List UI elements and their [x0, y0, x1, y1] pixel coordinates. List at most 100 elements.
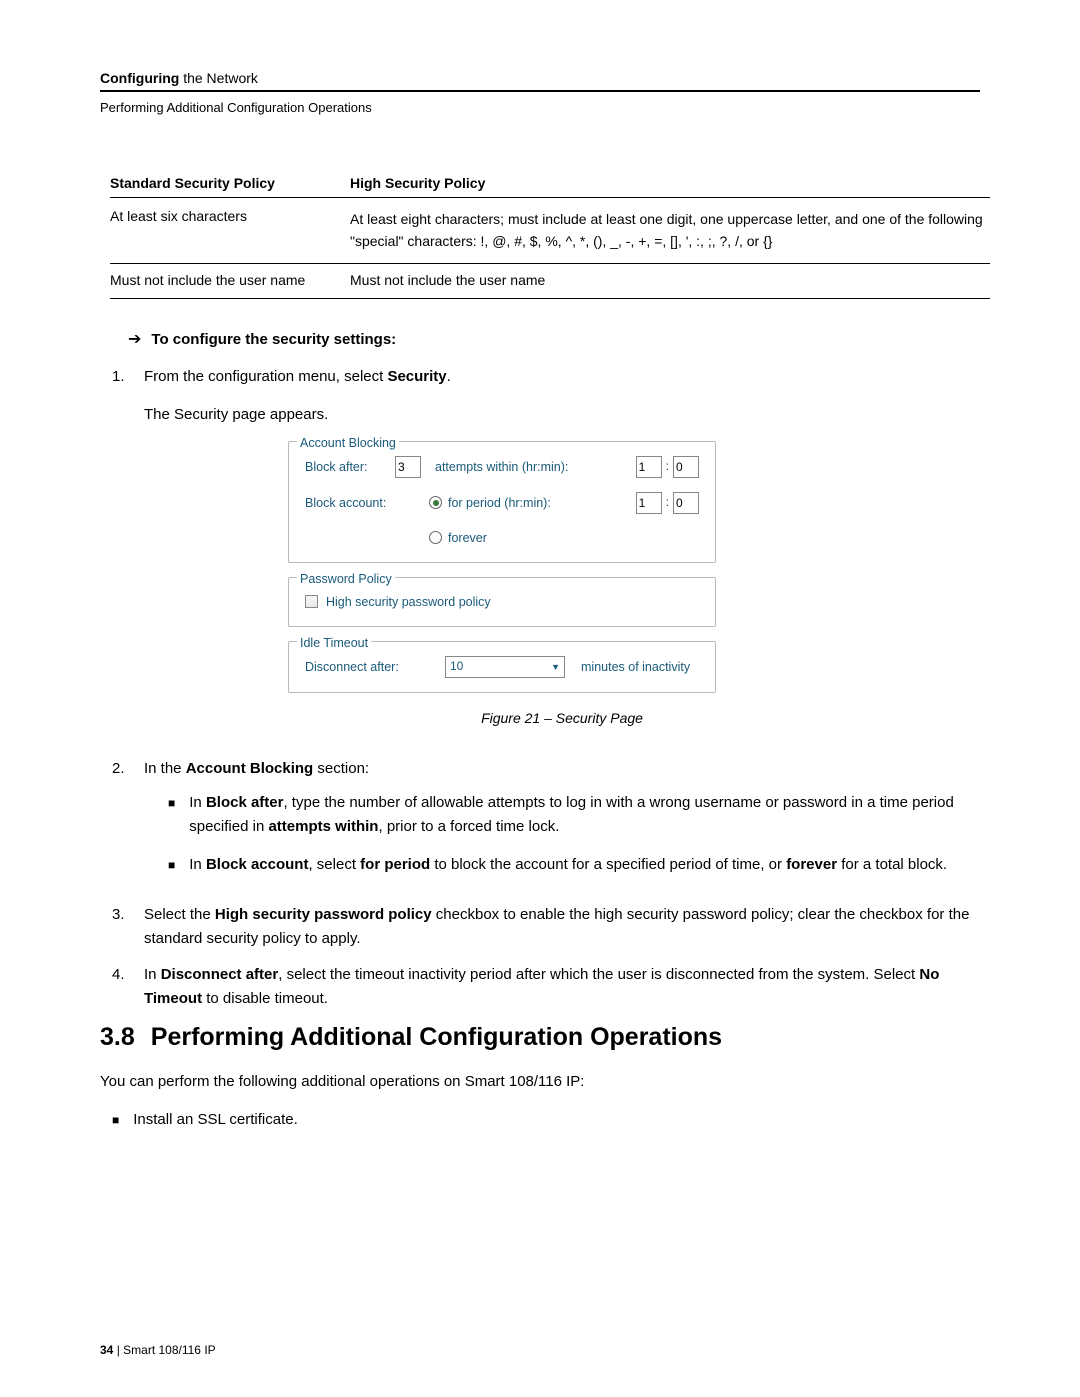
step-2-bullet-2: ■ In Block account, select for period to… — [168, 853, 980, 877]
step-1-text-b: Security — [387, 368, 446, 385]
minutes-inactivity-label: minutes of inactivity — [581, 657, 690, 677]
account-blocking-legend: Account Blocking — [297, 433, 399, 453]
s3-b: High security password policy — [215, 906, 432, 923]
idle-timeout-fieldset: Idle Timeout Disconnect after: 10 ▼ minu… — [288, 641, 716, 693]
page-footer: 34 | Smart 108/116 IP — [100, 1343, 216, 1357]
section-num: 3.8 — [100, 1023, 135, 1052]
bullet-icon: ■ — [168, 853, 175, 877]
idle-timeout-legend: Idle Timeout — [297, 633, 371, 653]
header-title: Configuring the Network — [100, 70, 980, 86]
s2b1-a: In — [189, 794, 206, 811]
s2b2-a: In — [189, 856, 206, 873]
procedure-text: To configure the security settings: — [151, 331, 396, 348]
figure-caption: Figure 21 – Security Page — [144, 707, 980, 729]
policy-col2-header: High Security Policy — [350, 175, 990, 191]
step-2-num: 2. — [112, 757, 130, 891]
footer-sep: | — [113, 1343, 123, 1357]
step-list: 1. From the configuration menu, select S… — [112, 365, 980, 1011]
step-3-body: Select the High security password policy… — [144, 903, 980, 951]
period-min-input[interactable] — [673, 492, 699, 514]
page-number: 34 — [100, 1343, 113, 1357]
step-3: 3. Select the High security password pol… — [112, 903, 980, 951]
policy-row1-col2: At least eight characters; must include … — [350, 208, 990, 253]
arrow-icon: ➔ — [128, 329, 141, 349]
block-after-input[interactable] — [395, 456, 421, 478]
for-period-radio[interactable] — [429, 496, 442, 509]
block-after-label: Block after: — [305, 457, 395, 477]
step-1-body: From the configuration menu, select Secu… — [144, 365, 980, 745]
disconnect-row: Disconnect after: 10 ▼ minutes of inacti… — [305, 656, 699, 678]
policy-row2-col2: Must not include the user name — [350, 272, 990, 288]
section-title: Performing Additional Configuration Oper… — [151, 1023, 722, 1052]
section-bullet-1: ■ Install an SSL certificate. — [112, 1108, 980, 1132]
step-4: 4. In Disconnect after, select the timeo… — [112, 963, 980, 1011]
step-2-a: In the — [144, 760, 186, 777]
policy-table: Standard Security Policy High Security P… — [110, 175, 990, 299]
step-2-bullets: ■ In Block after, type the number of all… — [168, 791, 980, 877]
colon-1: : — [666, 457, 669, 476]
security-page-figure: Account Blocking Block after: attempts w… — [288, 441, 716, 693]
radio-dot-icon — [433, 500, 439, 506]
account-blocking-fieldset: Account Blocking Block after: attempts w… — [288, 441, 716, 563]
colon-2: : — [666, 493, 669, 512]
section-bullet-1-text: Install an SSL certificate. — [133, 1108, 298, 1132]
step-1-sub: The Security page appears. — [144, 403, 980, 427]
step-2: 2. In the Account Blocking section: ■ In… — [112, 757, 980, 891]
s2b2-e: to block the account for a specified per… — [430, 856, 786, 873]
s2b2-f: forever — [786, 856, 837, 873]
disconnect-after-value: 10 — [450, 657, 463, 676]
s2b2-d: for period — [360, 856, 430, 873]
policy-header-row: Standard Security Policy High Security P… — [110, 175, 990, 198]
high-security-row: High security password policy — [305, 592, 699, 612]
step-1-num: 1. — [112, 365, 130, 745]
step-2-bullet-1: ■ In Block after, type the number of all… — [168, 791, 980, 839]
bullet-icon: ■ — [112, 1108, 119, 1132]
for-period-label: for period (hr:min): — [448, 493, 551, 513]
footer-title: Smart 108/116 IP — [123, 1343, 216, 1357]
header-title-bold: Configuring — [100, 70, 179, 86]
attempts-hr-input[interactable] — [636, 456, 662, 478]
password-policy-legend: Password Policy — [297, 569, 395, 589]
period-hr-input[interactable] — [636, 492, 662, 514]
step-4-num: 4. — [112, 963, 130, 1011]
s4-e: to disable timeout. — [202, 990, 328, 1007]
policy-row2-col1: Must not include the user name — [110, 272, 350, 288]
s2b1-b: Block after — [206, 794, 284, 811]
s4-a: In — [144, 966, 161, 983]
s2b2-g: for a total block. — [837, 856, 947, 873]
forever-label: forever — [448, 528, 487, 548]
s2b1-e: , prior to a forced time lock. — [378, 818, 559, 835]
step-2-b: Account Blocking — [186, 760, 314, 777]
step-2-bullet-1-body: In Block after, type the number of allow… — [189, 791, 980, 839]
forever-radio[interactable] — [429, 531, 442, 544]
section-intro: You can perform the following additional… — [100, 1070, 980, 1094]
attempts-min-input[interactable] — [673, 456, 699, 478]
step-2-bullet-2-body: In Block account, select for period to b… — [189, 853, 947, 877]
header-rule — [100, 90, 980, 92]
step-1: 1. From the configuration menu, select S… — [112, 365, 980, 745]
block-account-label: Block account: — [305, 493, 429, 513]
disconnect-after-label: Disconnect after: — [305, 657, 445, 677]
s4-c: , select the timeout inactivity period a… — [278, 966, 919, 983]
figure-wrap: Account Blocking Block after: attempts w… — [288, 441, 980, 693]
disconnect-after-select[interactable]: 10 ▼ — [445, 656, 565, 678]
section-bullets: ■ Install an SSL certificate. — [112, 1108, 980, 1132]
high-security-label: High security password policy — [326, 592, 491, 612]
chevron-down-icon: ▼ — [551, 660, 560, 674]
step-2-c: section: — [313, 760, 369, 777]
policy-col1-header: Standard Security Policy — [110, 175, 350, 191]
block-account-row: Block account: for period (hr:min): : — [305, 492, 699, 514]
high-security-checkbox[interactable] — [305, 595, 318, 608]
policy-row1-col1: At least six characters — [110, 208, 350, 253]
procedure-heading: ➔ To configure the security settings: — [128, 329, 980, 349]
s2b2-c: , select — [308, 856, 360, 873]
policy-row-1: At least six characters At least eight c… — [110, 208, 990, 264]
step-4-body: In Disconnect after, select the timeout … — [144, 963, 980, 1011]
password-policy-fieldset: Password Policy High security password p… — [288, 577, 716, 627]
block-after-row: Block after: attempts within (hr:min): : — [305, 456, 699, 478]
header-title-rest: the Network — [179, 70, 258, 86]
attempts-hrmin-group: : — [636, 456, 699, 478]
step-3-num: 3. — [112, 903, 130, 951]
period-hrmin-group: : — [636, 492, 699, 514]
s4-b: Disconnect after — [161, 966, 279, 983]
